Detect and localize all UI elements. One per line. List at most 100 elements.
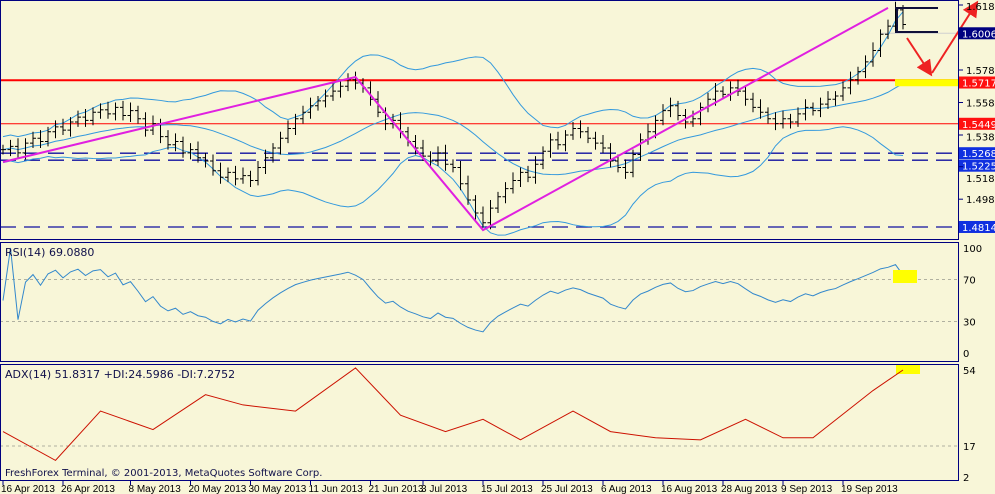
price-badge — [959, 159, 995, 172]
bollinger-upper — [2, 11, 904, 138]
price-bar — [465, 175, 471, 205]
date-tick-label: 19 Sep 2013 — [841, 484, 898, 494]
price-bar — [52, 120, 59, 139]
price-bar — [817, 97, 824, 118]
price-bar — [795, 107, 801, 127]
price-bar — [562, 130, 569, 152]
price-tick-label: 1.5580 — [966, 99, 995, 110]
price-badge — [959, 76, 995, 89]
price-bar — [97, 103, 104, 119]
price-bar — [765, 107, 771, 124]
price-bar — [187, 143, 194, 160]
price-bar — [862, 55, 869, 79]
price-bar — [495, 191, 501, 213]
rsi-tick-label: 30 — [963, 318, 976, 329]
date-tick-label: 30 May 2013 — [249, 484, 307, 494]
price-bar — [172, 133, 179, 152]
price-bar — [345, 73, 351, 92]
price-bar — [585, 126, 591, 144]
date-tick-label: 16 Aug 2013 — [661, 484, 718, 494]
price-tick-label: 1.5780 — [966, 66, 995, 77]
price-panel[interactable]: 1.6180 1.6006 1.5780 1.5717 1.5580 1.54491.53… — [0, 0, 995, 236]
price-bar — [690, 110, 696, 127]
price-bar — [30, 131, 36, 148]
price-bar — [847, 71, 854, 95]
price-bar — [142, 112, 149, 137]
price-bar — [165, 130, 171, 150]
price-bar — [607, 143, 614, 168]
adx-tick-label: 17 — [963, 442, 976, 453]
price-bar — [412, 135, 419, 155]
adx-panel-frame — [0, 364, 959, 481]
price-bar — [225, 167, 231, 183]
price-bar — [697, 102, 704, 126]
price-bar — [210, 154, 216, 176]
date-tick-label: 3 Jul 2013 — [421, 484, 468, 494]
rsi-panel-frame — [0, 242, 959, 362]
price-bar — [885, 19, 891, 40]
adx-panel[interactable]: 54 17 2 — [0, 365, 976, 484]
price-bar — [240, 167, 246, 184]
price-badge-label: 1.6006 — [962, 29, 995, 40]
price-bar — [105, 101, 111, 119]
price-bar — [217, 162, 224, 184]
date-tick-label: 26 Apr 2013 — [61, 484, 115, 494]
price-bar — [675, 100, 681, 121]
price-panel-frame — [0, 0, 959, 240]
price-bar — [67, 117, 74, 137]
price-bar — [135, 105, 141, 124]
arrow-up — [931, 0, 979, 74]
price-badge — [959, 220, 995, 233]
arrow-down — [906, 37, 933, 77]
rsi-tick-label: 100 — [963, 244, 982, 255]
price-bar — [487, 200, 494, 230]
price-bar — [742, 86, 749, 106]
rsi-tick-label: 70 — [963, 276, 976, 287]
date-tick-label: 9 Sep 2013 — [781, 484, 833, 494]
rsi-tick-label: 0 — [963, 349, 969, 360]
price-bar — [855, 66, 861, 85]
price-badge — [959, 117, 995, 130]
price-bar — [840, 81, 846, 101]
date-tick-label: 6 Aug 2013 — [601, 484, 652, 494]
price-bar — [757, 99, 764, 119]
price-bar — [577, 120, 584, 139]
price-bar — [322, 89, 329, 108]
price-bar — [315, 96, 321, 111]
price-bar — [337, 81, 344, 98]
price-bar — [667, 97, 674, 118]
price-badge-label: 1.4814 — [962, 223, 995, 234]
price-bar — [285, 120, 291, 144]
price-bar — [750, 92, 756, 113]
price-badge-label: 1.5268 — [962, 149, 995, 160]
price-badge — [959, 147, 995, 160]
date-tick-label: 20 May 2013 — [189, 484, 247, 494]
copyright-text: FreshForex Terminal, © 2001-2013, MetaQu… — [5, 468, 322, 479]
price-bar — [720, 86, 726, 100]
price-bar — [832, 91, 839, 106]
price-bar — [307, 97, 314, 119]
adx-tick-label: 2 — [963, 473, 969, 484]
price-bar — [300, 105, 306, 124]
price-bar — [525, 165, 531, 183]
date-tick-label: 25 Jul 2013 — [541, 484, 593, 494]
price-bar — [60, 118, 66, 135]
highlight-box — [895, 79, 959, 87]
date-tick-label: 21 Jun 2013 — [369, 484, 424, 494]
price-bar — [810, 102, 816, 116]
rsi-title: RSI(14) 69.0880 — [5, 246, 94, 259]
price-tick-label: 1.5185 — [966, 174, 995, 185]
price-bar — [262, 149, 269, 174]
price-bar — [247, 170, 254, 187]
date-tick-label: 11 Jun 2013 — [309, 484, 364, 494]
price-bar — [637, 133, 644, 161]
trendline — [2, 7, 889, 232]
price-bar — [540, 146, 546, 170]
adx-tick-label: 54 — [963, 366, 976, 377]
price-bar — [630, 149, 636, 178]
price-badge-label: 1.5225 — [962, 162, 995, 173]
adx-highlight-box — [896, 365, 920, 374]
price-badge-label: 1.5717 — [962, 79, 995, 90]
rsi-panel[interactable]: 100 70 30 0 — [0, 244, 982, 360]
